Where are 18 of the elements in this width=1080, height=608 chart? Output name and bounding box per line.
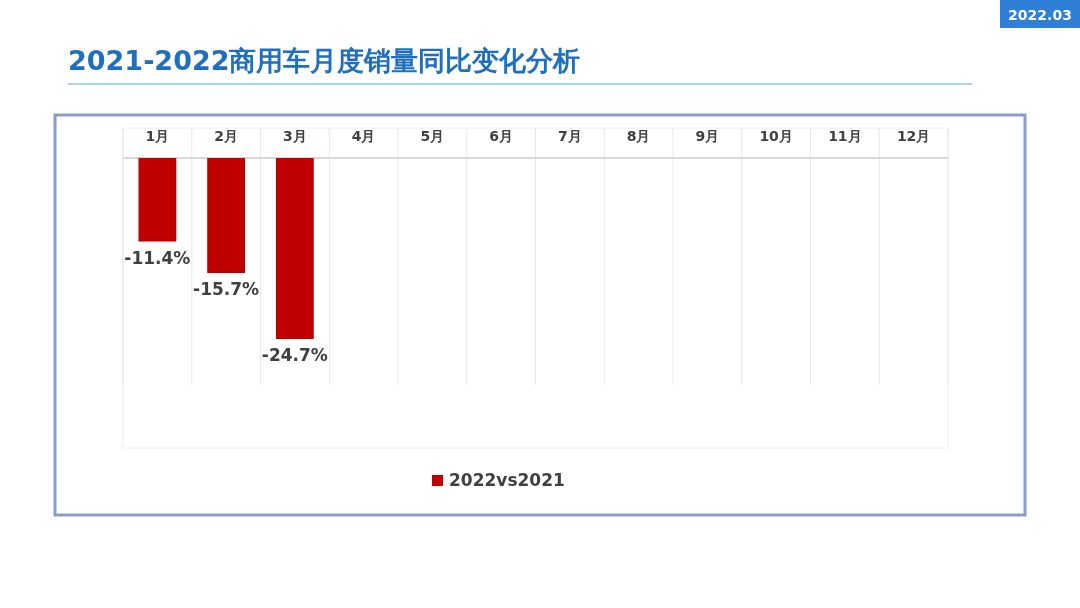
x-tick-label: 6月 bbox=[489, 128, 513, 144]
x-tick-label: 1月 bbox=[145, 128, 170, 144]
x-tick-label: 8月 bbox=[626, 128, 651, 144]
x-tick-label: 12月 bbox=[896, 128, 931, 144]
annotation: 2022.03 bbox=[1000, 0, 1080, 28]
chart-title: 2021-2022商用车月度销量同比变化分析 bbox=[68, 45, 581, 76]
legend: 2022vs2021 bbox=[432, 470, 565, 490]
x-tick-label: 3月 bbox=[283, 128, 307, 144]
x-tick-label: 9月 bbox=[695, 128, 720, 144]
data-label: -15.7% bbox=[193, 279, 260, 300]
x-tick-label: 4月 bbox=[351, 128, 376, 144]
x-tick-label: 11月 bbox=[828, 128, 862, 144]
data-label: -24.7% bbox=[261, 345, 328, 365]
data-label: -11.4% bbox=[124, 247, 191, 268]
x-tick-label: 10月 bbox=[759, 128, 793, 144]
x-tick-label: 2月 bbox=[214, 128, 238, 144]
x-tick-label: 7月 bbox=[558, 128, 582, 144]
x-tick-label: 5月 bbox=[420, 128, 445, 144]
